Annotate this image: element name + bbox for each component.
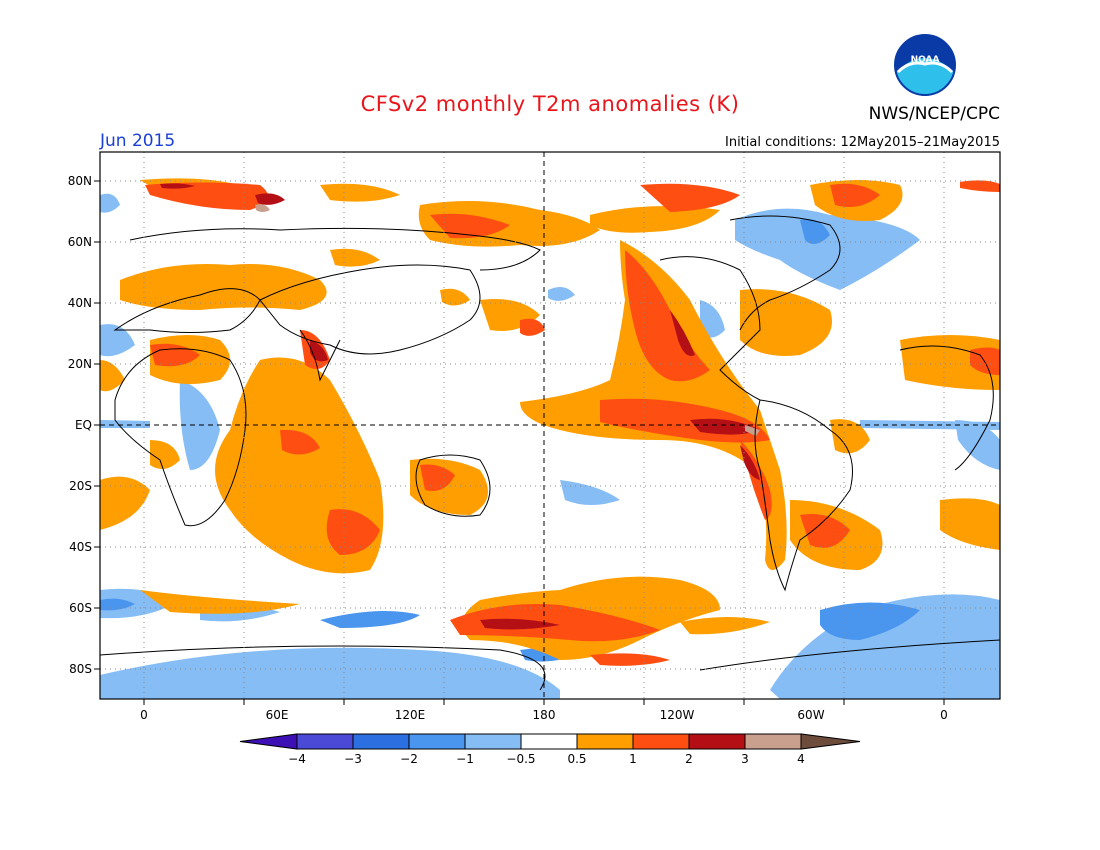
longitude-labels: 0 60E 120E 180 120W 60W 0 — [140, 708, 948, 722]
colorbar-label: 2 — [685, 752, 693, 766]
colorbar: −4 −3 −2 −1 −0.5 0.5 1 2 3 4 — [239, 733, 861, 766]
colorbar-swatch — [576, 733, 634, 750]
initial-conditions-label: Initial conditions: 12May2015–21May2015 — [725, 135, 1000, 150]
colorbar-swatch — [408, 733, 466, 750]
lat-label: 80N — [68, 174, 92, 188]
lat-label: EQ — [75, 418, 92, 432]
agency-label: NWS/NCEP/CPC — [869, 104, 1000, 124]
colorbar-label: 4 — [797, 752, 805, 766]
colorbar-swatch — [296, 733, 354, 750]
colorbar-label: −3 — [344, 752, 362, 766]
colorbar-label: −2 — [400, 752, 418, 766]
lat-label: 80S — [69, 662, 92, 676]
lon-label: 0 — [940, 708, 948, 722]
colorbar-label: 0.5 — [567, 752, 586, 766]
lon-label: 60E — [266, 708, 289, 722]
lat-label: 60N — [68, 235, 92, 249]
colorbar-label: 3 — [741, 752, 749, 766]
lat-label: 20N — [68, 357, 92, 371]
latitude-labels: 80N 60N 40N 20N EQ 20S 40S 60S 80S — [68, 174, 92, 676]
lat-label: 40S — [69, 540, 92, 554]
lat-label: 60S — [69, 601, 92, 615]
colorbar-swatch — [520, 733, 578, 750]
lon-label: 120E — [395, 708, 426, 722]
colorbar-high-extend — [800, 733, 861, 750]
lon-label: 120W — [660, 708, 695, 722]
colorbar-label: −1 — [456, 752, 474, 766]
lat-label: 20S — [69, 479, 92, 493]
colorbar-swatch — [632, 733, 690, 750]
map-panel — [100, 152, 1000, 699]
noaa-logo: NOAA — [894, 34, 956, 96]
colorbar-swatch — [464, 733, 522, 750]
lon-label: 60W — [797, 708, 824, 722]
colorbar-low-extend — [239, 733, 298, 750]
colorbar-swatch — [352, 733, 410, 750]
lon-label: 180 — [533, 708, 556, 722]
anomaly-dark-red — [160, 183, 760, 630]
figure-title: CFSv2 monthly T2m anomalies (K) — [361, 92, 740, 116]
lon-label: 0 — [140, 708, 148, 722]
svg-text:NOAA: NOAA — [911, 55, 940, 65]
colorbar-label: 1 — [629, 752, 637, 766]
reference-lines — [100, 152, 1000, 699]
graticule — [100, 152, 1000, 699]
colorbar-swatch — [744, 733, 802, 750]
colorbar-swatch — [688, 733, 746, 750]
forecast-month: Jun 2015 — [99, 131, 175, 151]
colorbar-label: −0.5 — [506, 752, 535, 766]
coastlines — [100, 215, 1000, 691]
colorbar-label: −4 — [288, 752, 306, 766]
lat-label: 40N — [68, 296, 92, 310]
anomaly-blue — [100, 219, 920, 662]
anomaly-brown — [255, 204, 760, 436]
axis-ticks — [94, 180, 945, 705]
